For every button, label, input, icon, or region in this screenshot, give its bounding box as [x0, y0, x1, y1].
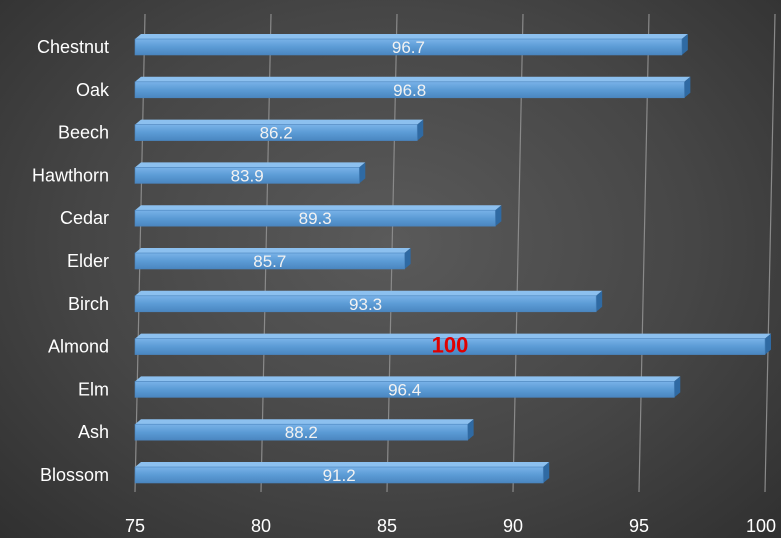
- bar-group: [134, 34, 688, 56]
- bar-top-face: [135, 76, 691, 82]
- data-labels: 96.7 96.8 86.2 83.9 89.3 85.7 93.3 100 96.4 88.2 9…: [231, 38, 469, 485]
- bar: [134, 252, 405, 270]
- bar-group: [134, 419, 474, 441]
- data-label: 88.2: [285, 423, 318, 442]
- y-tick-label: Elder: [67, 251, 109, 271]
- bar-top-face: [135, 205, 502, 211]
- data-label: 100: [432, 333, 469, 358]
- bar-side-face: [674, 376, 681, 398]
- y-tick-label: Birch: [68, 294, 109, 314]
- y-tick-label: Beech: [58, 123, 109, 143]
- bar-side-face: [495, 205, 502, 227]
- bar-top-face: [135, 333, 771, 339]
- bar-side-face: [596, 290, 603, 312]
- bar-side-face: [684, 76, 691, 98]
- bar-group: [134, 333, 771, 355]
- x-tick-label: 90: [503, 516, 523, 536]
- bar-side-face: [417, 119, 424, 141]
- bar-top-face: [135, 419, 474, 425]
- gridline: [764, 13, 776, 493]
- data-label: 96.7: [392, 38, 425, 57]
- y-tick-label: Blossom: [40, 465, 109, 485]
- bar-top-face: [135, 119, 424, 125]
- data-label: 96.8: [393, 81, 426, 100]
- bar-side-face: [467, 419, 474, 441]
- bar: [134, 209, 496, 227]
- data-label: 96.4: [388, 380, 421, 399]
- bars: [134, 34, 771, 484]
- bar: [134, 81, 685, 99]
- bar-side-face: [765, 333, 771, 355]
- bar-group: [134, 376, 681, 398]
- bar-group: [134, 462, 550, 484]
- bar-group: [134, 162, 366, 184]
- bar-group: [134, 119, 424, 141]
- x-tick-label: 75: [125, 516, 145, 536]
- x-tick-label: 85: [377, 516, 397, 536]
- data-label: 86.2: [260, 124, 293, 143]
- bar: [134, 38, 683, 56]
- y-tick-label: Almond: [48, 337, 109, 357]
- x-axis: 75 80 85 90 95 100: [125, 516, 776, 536]
- y-tick-label: Chestnut: [37, 37, 109, 57]
- bar-side-face: [681, 34, 688, 55]
- data-label: 83.9: [231, 166, 264, 185]
- x-tick-label: 80: [251, 516, 271, 536]
- x-tick-label: 95: [629, 516, 649, 536]
- bar: [134, 423, 468, 441]
- bar-top-face: [135, 462, 550, 467]
- bar-top-face: [135, 162, 366, 168]
- bar-group: [134, 248, 411, 270]
- bar: [134, 466, 544, 484]
- y-tick-label: Hawthorn: [32, 165, 109, 185]
- y-tick-label: Elm: [78, 379, 109, 399]
- data-label: 91.2: [323, 466, 356, 485]
- data-label: 93.3: [349, 295, 382, 314]
- bar-side-face: [359, 162, 366, 184]
- bar-group: [134, 76, 691, 99]
- bar: [134, 338, 766, 355]
- bar-side-face: [404, 248, 411, 269]
- bar-top-face: [135, 34, 688, 39]
- bar-top-face: [135, 248, 411, 253]
- bar: [134, 295, 597, 313]
- data-label: 89.3: [299, 209, 332, 228]
- bar-top-face: [135, 376, 681, 382]
- data-label: 85.7: [253, 252, 286, 271]
- bar-side-face: [543, 462, 550, 483]
- bar-top-face: [135, 290, 603, 296]
- bar: [134, 124, 418, 141]
- bar: [134, 167, 360, 184]
- bar: [134, 381, 675, 398]
- bar-group: [134, 290, 603, 313]
- y-axis: Chestnut Oak Beech Hawthorn Cedar Elder Birch A…: [32, 37, 110, 485]
- y-tick-label: Cedar: [60, 208, 109, 228]
- x-tick-label: 100: [746, 516, 776, 536]
- y-tick-label: Oak: [76, 80, 110, 100]
- bar-group: [134, 205, 502, 227]
- y-tick-label: Ash: [78, 422, 109, 442]
